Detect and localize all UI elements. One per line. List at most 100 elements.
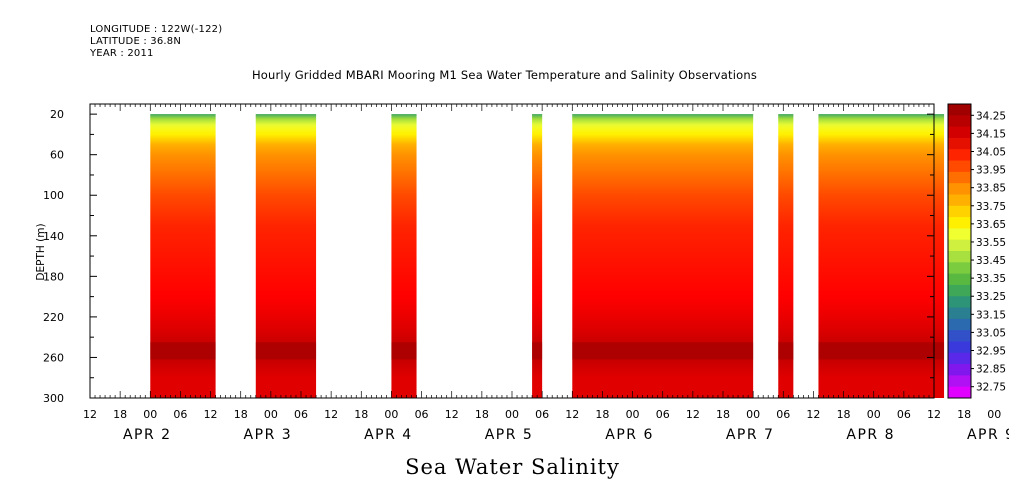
colorbar-label: 33.35 [976, 273, 1006, 285]
colorbar-swatch [948, 296, 971, 309]
x-hour-label: 00 [746, 408, 760, 421]
x-day-label: APR 3 [244, 427, 293, 443]
x-hour-label: 12 [83, 408, 97, 421]
x-hour-label: 12 [565, 408, 579, 421]
surface-layer [818, 114, 945, 129]
x-day-label: APR 9 [967, 427, 1009, 443]
deep-high-salinity-band [818, 342, 945, 360]
colorbar-swatch [948, 149, 971, 162]
x-hour-label: 00 [143, 408, 157, 421]
colorbar-swatch [948, 262, 971, 275]
colorbar-swatch [948, 307, 971, 320]
x-hour-label: 12 [445, 408, 459, 421]
colorbar-label: 34.15 [976, 128, 1006, 140]
x-hour-label: 18 [716, 408, 730, 421]
colorbar-label: 33.85 [976, 183, 1006, 195]
x-hour-label: 12 [204, 408, 218, 421]
colorbar-label: 33.55 [976, 237, 1006, 249]
x-hour-label: 06 [776, 408, 790, 421]
deep-high-salinity-band [255, 342, 317, 360]
colorbar-swatch [948, 137, 971, 150]
x-hour-label: 06 [415, 408, 429, 421]
colorbar-swatch [948, 386, 971, 399]
colorbar-swatch [948, 239, 971, 252]
plot-data-area [150, 114, 945, 398]
deep-high-salinity-band [778, 342, 794, 360]
colorbar-swatch [948, 115, 971, 128]
latitude-label: LATITUDE : 36.8N [90, 36, 182, 47]
colorbar-label: 32.95 [976, 346, 1006, 358]
x-hour-label: 06 [535, 408, 549, 421]
deep-high-salinity-band [572, 342, 754, 360]
colorbar-swatch [948, 104, 971, 116]
y-axis-label: DEPTH (m) [35, 223, 47, 280]
chart-caption: Sea Water Salinity [405, 455, 620, 479]
surface-layer [572, 114, 754, 129]
colorbar-label: 34.05 [976, 146, 1006, 158]
x-hour-label: 18 [957, 408, 971, 421]
colorbar-label: 33.75 [976, 201, 1006, 213]
x-hour-label: 12 [324, 408, 338, 421]
y-tick-label: 180 [43, 270, 64, 283]
deep-high-salinity-band [532, 342, 543, 360]
colorbar-swatch [948, 205, 971, 218]
x-hour-label: 00 [867, 408, 881, 421]
colorbar-swatch [948, 273, 971, 286]
colorbar-swatch [948, 330, 971, 342]
plot-frame [89, 103, 935, 399]
axis-ticks: 20 60 100 140 180 220 260 300 12 18 00 06 12 18 00 06 12… [43, 104, 1009, 443]
colorbar-swatch [948, 183, 971, 195]
surface-layer [255, 114, 317, 129]
colorbar-swatch [948, 341, 971, 354]
y-tick-label: 300 [43, 392, 64, 405]
x-day-label: APR 5 [485, 427, 534, 443]
colorbar-label: 33.05 [976, 327, 1006, 339]
x-day-label: APR 4 [364, 427, 413, 443]
x-day-label: APR 6 [605, 427, 654, 443]
surface-layer [391, 114, 417, 129]
colorbar-swatch [948, 284, 971, 297]
colorbar-label: 33.65 [976, 219, 1006, 231]
colorbar-swatch [948, 160, 971, 173]
year-label: YEAR : 2011 [90, 48, 154, 59]
x-hour-label: 18 [595, 408, 609, 421]
x-hour-label: 12 [686, 408, 700, 421]
y-tick-label: 260 [43, 351, 64, 364]
x-hour-label: 00 [264, 408, 278, 421]
colorbar-swatch [948, 318, 971, 331]
x-day-label: APR 7 [726, 427, 775, 443]
surface-layer [150, 114, 216, 129]
y-tick-label: 60 [50, 149, 64, 162]
colorbar-label: 34.25 [976, 110, 1006, 122]
x-day-label: APR 2 [123, 427, 172, 443]
colorbar-label: 33.45 [976, 255, 1006, 267]
colorbar-label: 33.95 [976, 165, 1006, 177]
colorbar-swatch [948, 251, 971, 263]
colorbar-frame [947, 103, 972, 399]
x-hour-label: 18 [475, 408, 489, 421]
colorbar-label: 32.85 [976, 364, 1006, 376]
colorbar-swatch [948, 352, 971, 365]
x-hour-label: 12 [927, 408, 941, 421]
x-hour-label: 18 [113, 408, 127, 421]
y-tick-label: 140 [43, 230, 64, 243]
x-hour-label: 00 [384, 408, 398, 421]
colorbar-swatch [948, 126, 971, 139]
surface-layer [532, 114, 543, 129]
x-hour-label: 06 [897, 408, 911, 421]
colorbar-label: 33.25 [976, 291, 1006, 303]
colorbar-swatch [948, 364, 971, 376]
colorbar-label: 33.15 [976, 309, 1006, 321]
y-tick-label: 20 [50, 108, 64, 121]
deep-high-salinity-band [391, 342, 417, 360]
longitude-label: LONGITUDE : 122W(-122) [90, 24, 223, 35]
chart-title: Hourly Gridded MBARI Mooring M1 Sea Wate… [251, 68, 758, 82]
data-segment [532, 114, 543, 398]
x-hour-label: 00 [987, 408, 1001, 421]
y-tick-label: 100 [43, 189, 64, 202]
colorbar-swatch [948, 375, 971, 388]
y-tick-label: 220 [43, 311, 64, 324]
x-hour-label: 06 [294, 408, 308, 421]
x-hour-label: 18 [837, 408, 851, 421]
